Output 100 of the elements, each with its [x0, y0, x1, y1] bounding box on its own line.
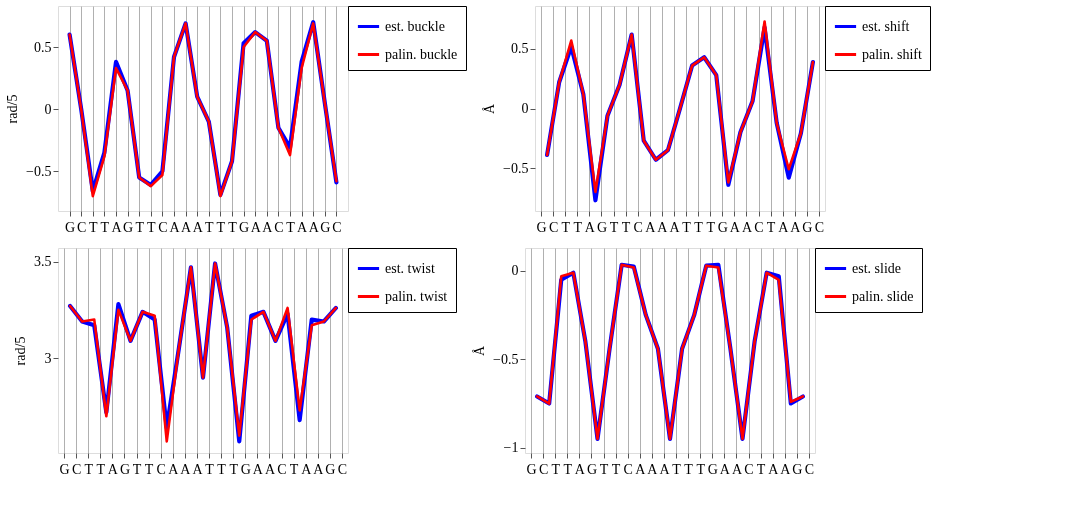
x-tick-label: T — [96, 461, 106, 477]
legend-label: est. shift — [862, 18, 910, 34]
x-tick-label: C — [156, 461, 166, 477]
x-tick-label: T — [611, 461, 621, 477]
y-tick-label: 0.5 — [511, 41, 529, 57]
x-tick-label: A — [111, 219, 123, 235]
x-tick-label: T — [551, 461, 561, 477]
x-tick-label: A — [780, 461, 792, 477]
x-tick-label: C — [633, 219, 643, 235]
x-tick-label: T — [144, 461, 154, 477]
x-tick-label: T — [756, 461, 766, 477]
x-tick-label: A — [262, 219, 274, 235]
y-axis-title: Å — [482, 103, 498, 115]
x-tick-label: C — [754, 219, 764, 235]
x-tick-label: G — [792, 461, 803, 477]
x-tick-label: C — [337, 461, 348, 477]
x-tick-label: A — [169, 219, 181, 235]
x-tick-label: C — [744, 461, 754, 477]
x-tick-label: A — [192, 461, 204, 477]
x-tick-label: T — [766, 219, 776, 235]
x-tick-label: T — [561, 219, 571, 235]
x-tick-label: A — [250, 219, 262, 235]
x-tick-label: T — [609, 219, 619, 235]
x-tick-label: G — [240, 461, 251, 477]
x-tick-label: A — [181, 219, 193, 235]
x-tick-label: A — [107, 461, 119, 477]
x-tick-label: C — [274, 219, 284, 235]
x-tick-label: A — [180, 461, 192, 477]
x-tick-label: T — [286, 219, 296, 235]
x-tick-label: A — [657, 219, 669, 235]
x-tick-label: T — [696, 461, 706, 477]
x-tick-label: G — [596, 219, 608, 235]
x-tick-label: A — [778, 219, 790, 235]
x-tick-label: G — [526, 461, 537, 477]
x-tick-label: A — [313, 461, 325, 477]
x-tick-label: A — [308, 219, 320, 235]
x-tick-label: A — [264, 461, 276, 477]
x-tick-label: T — [684, 461, 694, 477]
x-tick-label: G — [119, 461, 131, 477]
y-tick-label: −0.5 — [493, 351, 519, 367]
legend-label: palin. slide — [852, 288, 914, 304]
x-tick-label: T — [621, 219, 631, 235]
x-tick-label: A — [741, 219, 753, 235]
x-tick-label: A — [252, 461, 264, 477]
x-tick-label: A — [659, 461, 671, 477]
x-tick-label: T — [147, 219, 157, 235]
x-tick-label: A — [168, 461, 180, 477]
x-tick-label: T — [289, 461, 299, 477]
x-tick-label: T — [216, 219, 226, 235]
x-tick-label: A — [645, 219, 657, 235]
x-tick-label: C — [538, 461, 549, 477]
y-axis-title: Å — [472, 345, 488, 357]
x-tick-label: A — [731, 461, 743, 477]
x-tick-label: A — [719, 461, 731, 477]
y-tick-label: −0.5 — [26, 163, 52, 179]
legend-label: est. slide — [852, 260, 901, 276]
x-tick-label: C — [548, 219, 559, 235]
y-tick-label: 3 — [44, 350, 52, 366]
x-tick-label: T — [132, 461, 142, 477]
x-tick-label: G — [239, 219, 250, 235]
x-tick-label: G — [59, 461, 70, 477]
x-tick-label: T — [573, 219, 583, 235]
x-tick-label: T — [100, 219, 110, 235]
x-tick-label: C — [804, 461, 815, 477]
x-tick-label: C — [277, 461, 287, 477]
x-tick-label: T — [229, 461, 239, 477]
y-tick-label: 0 — [44, 101, 52, 117]
x-tick-label: G — [536, 219, 547, 235]
x-tick-label: G — [586, 461, 598, 477]
x-tick-label: T — [563, 461, 573, 477]
x-tick-label: G — [717, 219, 728, 235]
x-tick-label: G — [707, 461, 718, 477]
x-tick-label: C — [71, 461, 82, 477]
y-tick-label: 0.5 — [34, 39, 52, 55]
x-tick-label: A — [192, 219, 204, 235]
x-tick-label: C — [158, 219, 168, 235]
x-tick-label: A — [301, 461, 313, 477]
x-tick-label: G — [65, 219, 76, 235]
x-tick-label: A — [790, 219, 802, 235]
x-tick-label: G — [802, 219, 813, 235]
y-tick-label: 0 — [511, 263, 519, 279]
x-tick-label: T — [205, 219, 215, 235]
x-tick-label: G — [320, 219, 331, 235]
x-tick-label: T — [694, 219, 704, 235]
x-tick-label: A — [297, 219, 309, 235]
x-tick-label: A — [635, 461, 647, 477]
x-tick-label: T — [672, 461, 682, 477]
legend-label: palin. shift — [862, 46, 922, 62]
x-tick-label: A — [574, 461, 586, 477]
x-tick-label: T — [217, 461, 227, 477]
x-tick-label: T — [228, 219, 238, 235]
x-tick-label: T — [89, 219, 99, 235]
y-tick-label: −1 — [503, 440, 519, 456]
x-tick-label: A — [669, 219, 681, 235]
y-tick-label: −0.5 — [503, 160, 529, 176]
x-tick-label: C — [623, 461, 633, 477]
x-tick-label: C — [814, 219, 825, 235]
x-tick-label: T — [706, 219, 716, 235]
legend-label: palin. buckle — [385, 46, 458, 62]
x-tick-label: G — [123, 219, 134, 235]
